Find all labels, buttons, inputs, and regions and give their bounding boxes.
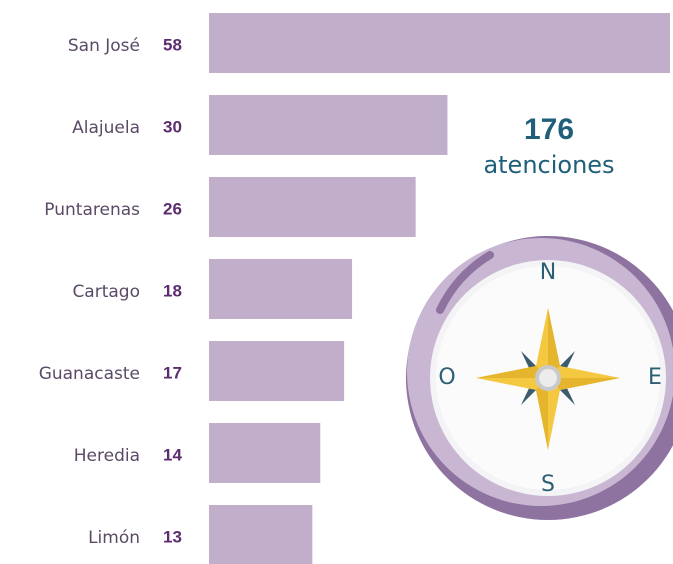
total-value: 176 (524, 113, 574, 146)
value-label: 17 (163, 363, 182, 382)
value-label: 58 (163, 35, 182, 54)
total-label: atenciones (483, 151, 614, 179)
compass-o: O (438, 365, 455, 390)
value-label: 18 (163, 281, 182, 300)
compass (406, 236, 673, 520)
category-label: Alajuela (72, 118, 140, 138)
bar (209, 341, 345, 401)
compass-e: E (648, 365, 662, 390)
value-label: 26 (163, 199, 182, 218)
bar (209, 13, 670, 73)
category-label: Cartago (72, 282, 140, 302)
value-label: 13 (163, 527, 182, 546)
value-label: 30 (163, 117, 182, 136)
bar (209, 177, 416, 237)
category-label: Heredia (74, 446, 140, 466)
bar (209, 423, 321, 483)
bar (209, 95, 448, 155)
category-label: Guanacaste (39, 364, 140, 384)
bar (209, 259, 353, 319)
compass-n: N (540, 260, 556, 285)
bar (209, 505, 313, 564)
compass-s: S (541, 472, 555, 497)
category-label: Puntarenas (44, 200, 140, 220)
category-label: Limón (88, 528, 140, 548)
value-label: 14 (163, 445, 182, 464)
category-label: San José (68, 36, 140, 56)
